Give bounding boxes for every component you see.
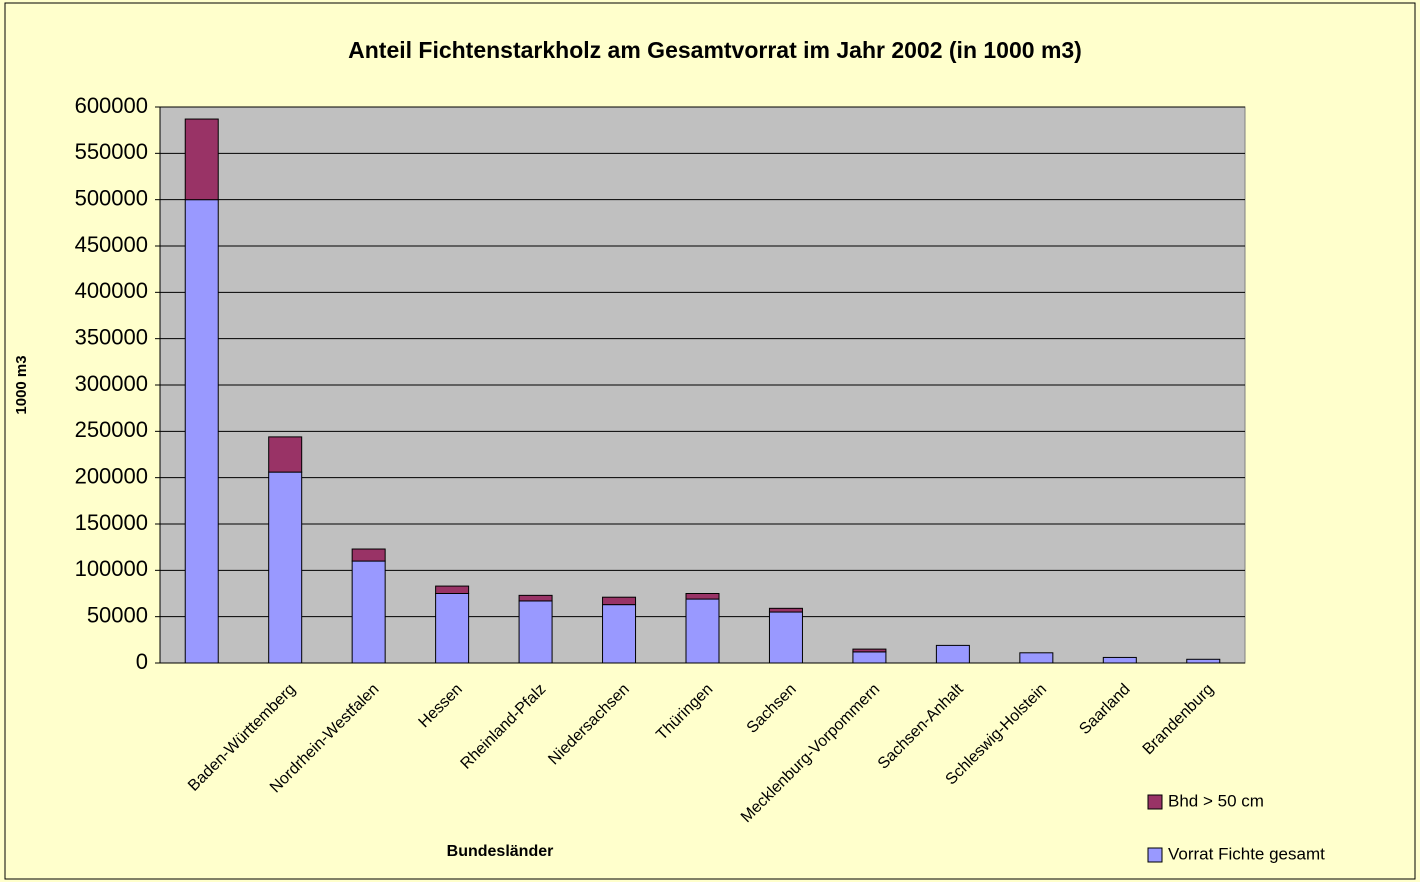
legend-swatch [1147,794,1163,810]
y-tick-label: 400000 [75,278,148,303]
bar-segment [852,651,887,664]
bar-segment [852,648,887,653]
bar-segment [685,598,720,664]
bar-segment [518,600,553,664]
y-tick-label: 250000 [75,417,148,442]
bar-segment [685,593,720,600]
y-tick-label: 100000 [75,556,148,581]
y-tick-label: 50000 [87,602,148,627]
x-axis-title: Bundesländer [447,843,554,860]
y-axis-title: 1000 m3 [13,355,30,414]
y-tick-label: 550000 [75,139,148,164]
bar-segment [602,596,637,606]
bar-segment [268,436,303,473]
y-tick-label: 600000 [75,93,148,118]
y-tick-label: 300000 [75,371,148,396]
legend-label: Vorrat Fichte gesamt [1168,844,1325,863]
legend-label: Bhd > 50 cm [1168,791,1264,810]
chart-title: Anteil Fichtenstarkholz am Gesamtvorrat … [348,37,1082,63]
bar-segment [518,594,553,602]
bar-segment [268,471,303,664]
bar-segment [1186,658,1221,664]
bar-segment [935,644,970,664]
bar-segment [768,611,803,664]
bar-segment [435,593,470,664]
bar-segment [602,604,637,664]
bar-segment [184,199,219,664]
bar-segment [351,548,386,562]
y-tick-label: 450000 [75,232,148,257]
bar-segment [768,607,803,613]
y-tick-label: 0 [136,649,148,674]
legend-swatch [1147,847,1163,863]
bar-segment [435,585,470,595]
y-tick-label: 500000 [75,185,148,210]
y-tick-label: 350000 [75,324,148,349]
bar-segment [351,560,386,664]
bar-segment [1019,652,1054,664]
bar-segment [184,118,219,201]
y-tick-label: 200000 [75,463,148,488]
bar-segment [1102,656,1137,664]
chart-border [4,2,1416,880]
y-tick-label: 150000 [75,510,148,535]
